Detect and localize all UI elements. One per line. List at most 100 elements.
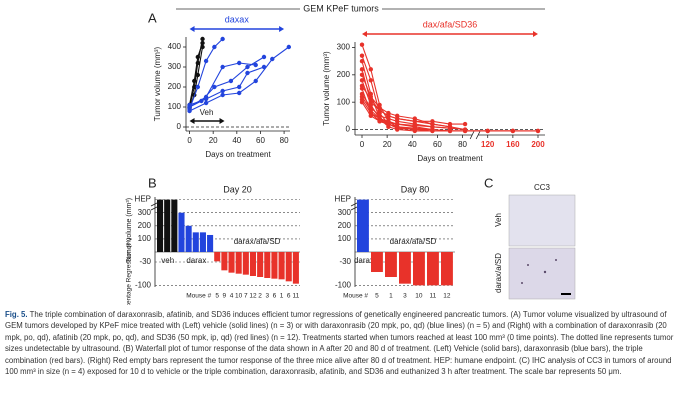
header: GEM KPeF tumors — [303, 3, 379, 13]
y-tick-label: 100 — [338, 234, 352, 243]
bar — [157, 199, 164, 252]
y-tick-label: 100 — [168, 102, 182, 111]
point — [386, 121, 391, 127]
point — [195, 84, 201, 90]
x-tick-label: 160 — [506, 140, 520, 149]
x-axis-label: Mouse # — [186, 293, 211, 300]
point — [220, 36, 225, 42]
point — [368, 113, 373, 119]
y-tick-label: 300 — [337, 43, 351, 52]
x-tick-label: 0 — [360, 140, 365, 149]
y-tick-label: 100 — [337, 97, 351, 106]
series-label: veh — [161, 256, 174, 265]
point — [187, 102, 192, 108]
point — [220, 92, 225, 98]
axis-break — [469, 130, 475, 140]
chart-title: Day 20 — [223, 184, 252, 194]
point — [220, 88, 225, 94]
point — [228, 78, 234, 84]
mouse-id: 12 — [249, 293, 257, 300]
y-tick-label: 300 — [168, 62, 182, 71]
mouse-id: 11 — [292, 293, 299, 300]
series-label: darax — [354, 256, 374, 265]
point — [430, 119, 435, 124]
y-axis-label: Tumor volume (mm³) — [322, 51, 331, 126]
point — [203, 58, 209, 64]
mouse-id: 6 — [273, 293, 277, 300]
point — [462, 121, 468, 127]
caption: Fig. 5. The triple combination of daraxo… — [5, 309, 675, 377]
caption-label: Fig. 5. — [5, 310, 28, 319]
point — [212, 44, 217, 50]
y2-tick-label: -30 — [139, 257, 151, 266]
title-arrow-head — [279, 26, 285, 32]
chart-title: Day 80 — [401, 184, 430, 194]
series-label: darax — [186, 256, 206, 265]
point — [261, 54, 267, 60]
point — [368, 67, 373, 72]
point — [412, 123, 417, 128]
mouse-id: 3 — [403, 293, 407, 300]
bar — [185, 225, 192, 252]
x-tick-label: 80 — [280, 136, 289, 145]
y-axis-label: Tumor volume (mm³) — [153, 46, 162, 121]
bar — [257, 252, 264, 277]
bar — [249, 252, 257, 276]
y-axis-label: Tumor volume (mm³) — [126, 198, 133, 263]
y-tick-label: 200 — [138, 221, 152, 230]
bar — [357, 199, 369, 252]
point — [203, 96, 209, 102]
bar — [207, 234, 214, 252]
point — [377, 108, 382, 113]
title-arrow-head — [533, 31, 538, 37]
x-tick-label: 20 — [383, 140, 392, 149]
panel-c-title: CC3 — [534, 183, 551, 192]
point — [359, 53, 365, 58]
mouse-id: 4 — [230, 293, 234, 300]
y-tick-label: HEP — [335, 195, 351, 204]
mouse-id: 12 — [443, 293, 451, 300]
bar — [214, 252, 221, 262]
point — [368, 78, 373, 83]
title-arrow-head — [189, 26, 195, 32]
point — [359, 99, 365, 105]
point — [359, 67, 365, 72]
point — [368, 97, 373, 102]
point — [359, 78, 365, 83]
bar — [413, 252, 425, 286]
mouse-id: 6 — [287, 293, 291, 300]
x-tick-label: 80 — [458, 140, 467, 149]
x-tick-label: 60 — [433, 140, 442, 149]
point — [359, 58, 365, 64]
chart-title: dax/afa/SD36 — [423, 19, 478, 29]
bar — [228, 252, 235, 273]
point — [212, 84, 217, 90]
mouse-id: 5 — [375, 293, 379, 300]
caption-text: The triple combination of daraxonrasib, … — [5, 310, 674, 377]
bar — [385, 252, 397, 277]
mouse-id: 2 — [258, 293, 262, 300]
point — [236, 84, 242, 90]
point — [200, 40, 205, 46]
annotation-arrow-head — [189, 118, 195, 124]
mouse-id: 11 — [430, 293, 437, 300]
mouse-id: 1 — [280, 293, 284, 300]
bar — [242, 252, 249, 275]
row-label: darax/a/SD — [494, 253, 503, 293]
stain-spot — [543, 270, 547, 274]
point — [447, 121, 453, 127]
bar — [235, 252, 242, 274]
point — [430, 124, 435, 129]
x-tick-label: 20 — [209, 136, 218, 145]
figure: GEM KPeF tumors A B C CC3 Veh darax/a/SD… — [126, 3, 576, 305]
bar — [199, 232, 206, 252]
point — [510, 128, 516, 134]
point — [236, 60, 242, 66]
x-tick-label: 60 — [256, 136, 265, 145]
point — [286, 44, 292, 50]
point — [195, 54, 201, 60]
bar — [164, 199, 171, 252]
chart-title: daxax — [225, 14, 250, 24]
point — [395, 124, 400, 129]
